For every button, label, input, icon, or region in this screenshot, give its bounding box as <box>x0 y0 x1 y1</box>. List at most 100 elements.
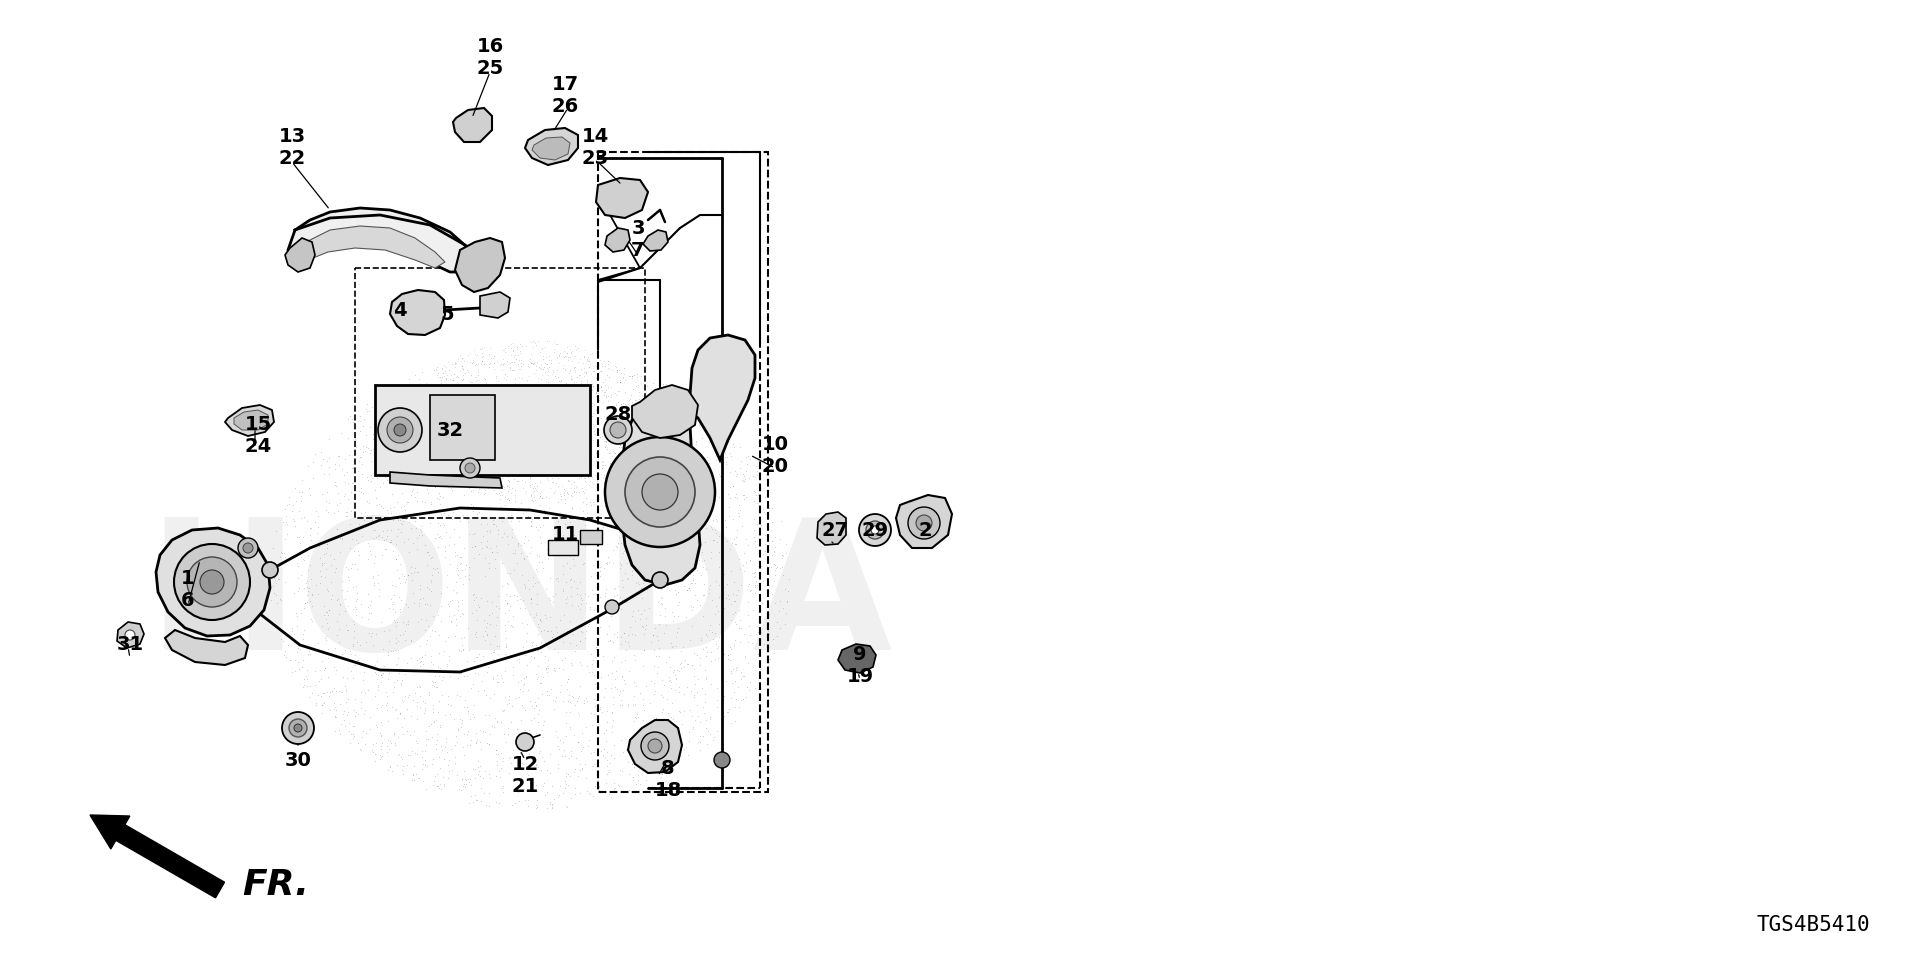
Point <box>503 735 534 751</box>
Point <box>522 522 553 538</box>
Point <box>578 409 609 424</box>
Point <box>662 398 693 414</box>
Point <box>480 419 511 434</box>
Point <box>618 697 649 712</box>
Point <box>478 420 509 435</box>
Point <box>684 445 714 461</box>
Point <box>396 772 426 787</box>
Point <box>582 639 612 655</box>
Point <box>603 411 634 426</box>
Point <box>622 370 653 385</box>
Point <box>413 420 444 435</box>
Point <box>570 631 601 646</box>
Point <box>321 662 351 678</box>
Point <box>419 381 449 396</box>
Point <box>438 428 468 444</box>
Point <box>415 429 445 444</box>
Point <box>520 666 551 682</box>
Point <box>465 412 495 427</box>
Point <box>499 482 530 497</box>
Point <box>605 452 636 468</box>
Point <box>409 408 440 423</box>
Point <box>344 464 374 479</box>
Point <box>636 673 666 688</box>
Point <box>455 737 486 753</box>
Point <box>340 444 371 459</box>
Point <box>753 657 783 672</box>
Point <box>321 628 351 643</box>
Point <box>555 719 586 734</box>
Point <box>499 401 530 417</box>
Point <box>499 462 530 477</box>
Point <box>457 539 488 554</box>
Point <box>348 513 378 528</box>
Point <box>280 652 311 667</box>
Point <box>470 372 501 387</box>
Point <box>390 666 420 682</box>
Point <box>599 780 630 796</box>
Point <box>582 404 612 420</box>
Point <box>455 788 486 804</box>
Point <box>355 473 386 489</box>
Point <box>468 348 499 364</box>
Point <box>563 465 593 480</box>
Point <box>321 709 351 725</box>
Point <box>655 572 685 588</box>
Point <box>349 504 380 519</box>
Point <box>547 417 578 432</box>
Point <box>718 638 749 654</box>
Point <box>756 587 787 602</box>
Point <box>286 660 317 675</box>
Point <box>624 611 655 626</box>
Point <box>630 510 660 525</box>
Point <box>540 368 570 383</box>
Point <box>536 450 566 466</box>
Point <box>346 684 376 700</box>
Point <box>524 407 555 422</box>
Point <box>612 443 643 458</box>
Point <box>513 532 543 547</box>
Point <box>397 412 428 427</box>
Point <box>476 480 507 495</box>
Point <box>538 467 568 482</box>
Point <box>386 380 417 396</box>
Point <box>405 385 436 400</box>
Point <box>478 686 509 702</box>
Point <box>611 642 641 658</box>
Point <box>401 446 432 462</box>
Point <box>553 395 584 410</box>
Point <box>518 650 549 665</box>
Point <box>280 518 311 534</box>
Point <box>470 407 501 422</box>
Point <box>701 535 732 550</box>
Point <box>451 727 482 742</box>
Point <box>486 488 516 503</box>
Point <box>603 529 634 544</box>
Point <box>492 575 522 590</box>
Point <box>444 598 474 613</box>
Point <box>528 446 559 462</box>
Point <box>513 616 543 632</box>
Point <box>707 578 737 593</box>
Point <box>609 419 639 434</box>
Point <box>641 752 672 767</box>
Point <box>380 427 411 443</box>
Point <box>760 562 791 577</box>
Point <box>392 426 422 442</box>
Bar <box>580 530 603 544</box>
Point <box>720 633 751 648</box>
Point <box>365 751 396 766</box>
Point <box>611 571 641 587</box>
Point <box>511 441 541 456</box>
Point <box>540 485 570 500</box>
Point <box>557 489 588 504</box>
Point <box>311 633 342 648</box>
Point <box>461 649 492 664</box>
Point <box>726 460 756 475</box>
Point <box>488 406 518 421</box>
Point <box>593 634 624 649</box>
Point <box>764 560 795 575</box>
Point <box>741 516 772 532</box>
Point <box>374 600 405 615</box>
Point <box>411 544 442 560</box>
